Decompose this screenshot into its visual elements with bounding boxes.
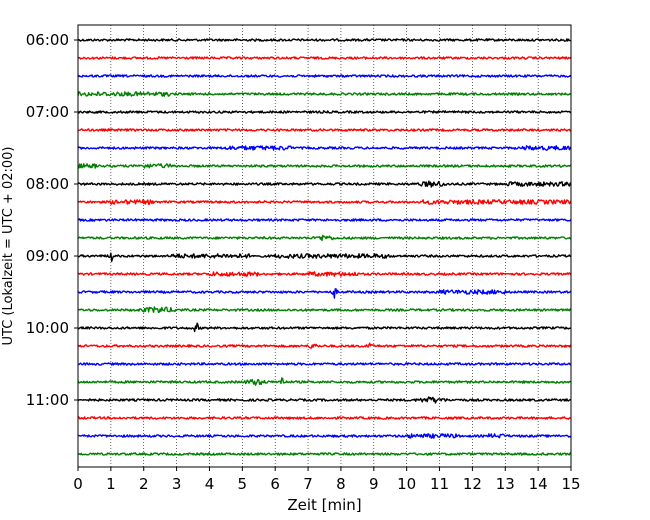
trace-line (77, 396, 572, 404)
y-axis: 06:00 07:00 08:00 09:00 10:00 11:00 (26, 31, 78, 409)
trace-line (77, 234, 572, 242)
trace-line (77, 416, 572, 420)
x-axis-label: Zeit [min] (287, 496, 361, 514)
trace-line (77, 288, 572, 299)
trace-line (77, 342, 572, 349)
y-tick-label: 08:00 (26, 175, 69, 193)
trace-line (77, 163, 572, 169)
x-tick-label: 15 (561, 475, 580, 493)
trace-group (77, 38, 572, 456)
trace-line (77, 218, 572, 222)
trace-line (77, 128, 572, 132)
x-tick-label: 13 (496, 475, 515, 493)
trace-line (77, 362, 572, 366)
trace-line (77, 306, 572, 314)
trace-line (77, 452, 572, 456)
x-tick-label: 1 (106, 475, 116, 493)
trace-line (77, 56, 572, 60)
trace-line (77, 110, 572, 114)
plot-frame (77, 24, 572, 468)
trace-line (77, 433, 572, 439)
x-tick-label: 8 (336, 475, 346, 493)
x-tick-label: 11 (430, 475, 449, 493)
x-tick-label: 10 (397, 475, 416, 493)
trace-line (77, 377, 572, 386)
trace-line (77, 199, 572, 205)
trace-line (77, 271, 572, 277)
x-tick-label: 5 (238, 475, 248, 493)
y-tick-label: 07:00 (26, 103, 69, 121)
x-axis: 0 1 2 3 4 5 6 7 8 9 10 11 12 13 14 15 (73, 467, 581, 493)
trace-line (77, 38, 572, 42)
x-tick-label: 7 (303, 475, 313, 493)
x-tick-label: 14 (529, 475, 548, 493)
trace-line (77, 252, 572, 262)
trace-line (77, 322, 572, 333)
x-tick-label: 3 (172, 475, 182, 493)
trace-line (77, 145, 572, 151)
y-axis-label: UTC (Lokalzeit = UTC + 02:00) (1, 147, 16, 346)
x-tick-label: 9 (369, 475, 379, 493)
y-tick-label: 10:00 (26, 319, 69, 337)
trace-line (77, 91, 572, 97)
x-tick-label: 6 (270, 475, 280, 493)
trace-line (77, 74, 572, 78)
trace-line (77, 180, 572, 188)
y-tick-label: 06:00 (26, 31, 69, 49)
x-tick-label: 12 (463, 475, 482, 493)
x-tick-label: 0 (73, 475, 83, 493)
x-tick-label: 2 (139, 475, 149, 493)
x-tick-label: 4 (205, 475, 215, 493)
y-tick-label: 11:00 (26, 391, 69, 409)
y-tick-label: 09:00 (26, 247, 69, 265)
